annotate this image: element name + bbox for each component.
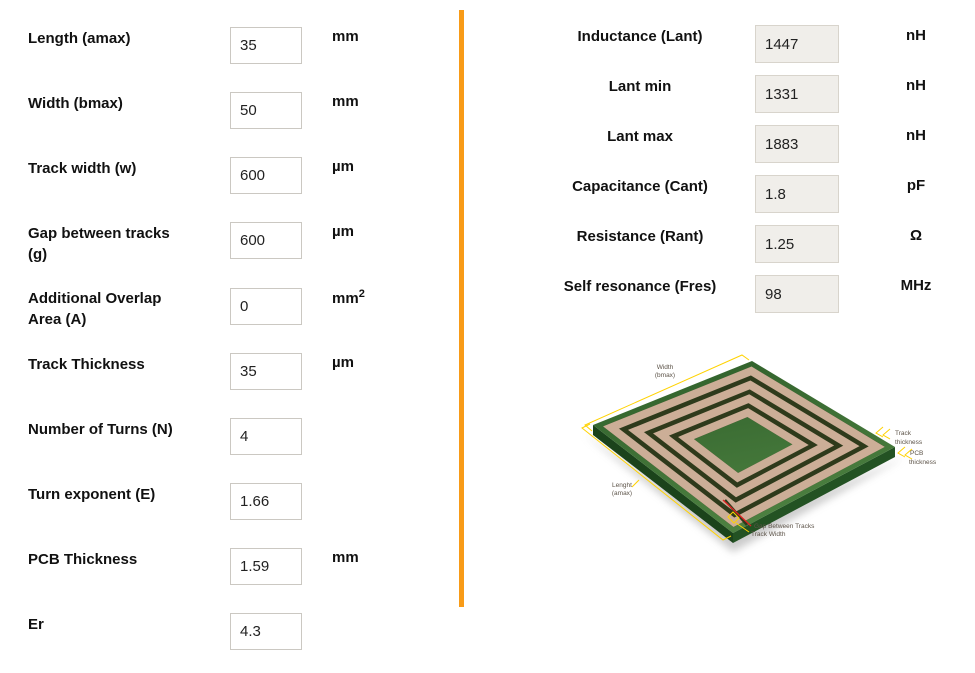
unit-label: mm <box>332 549 359 566</box>
output-row-label-inductance: Inductance (Lant) <box>577 28 703 45</box>
self-resonance-output <box>755 275 839 313</box>
lant-max-output <box>755 125 839 163</box>
resistance-output <box>755 225 839 263</box>
pcb-thickness-input[interactable] <box>230 548 302 585</box>
diagram-pcb-thickness-label: PCB <box>910 450 923 457</box>
input-row-label-pcb-thickness: PCB Thickness <box>28 551 138 568</box>
dimension-lines <box>581 354 913 541</box>
unit-label: nH <box>906 77 926 94</box>
er-input[interactable] <box>230 613 302 650</box>
unit-label: mm <box>332 28 359 45</box>
output-row-label-lant-max: Lant max <box>607 128 673 145</box>
input-row-label-turns: Number of Turns (N) <box>28 421 173 438</box>
overlap-area-input[interactable] <box>230 288 302 325</box>
diagram-gap-between-tracks-label: Gap Between Tracks <box>754 523 815 530</box>
track-thickness-input[interactable] <box>230 353 302 390</box>
pcb-side-right <box>733 447 895 543</box>
unit-label: mm2 <box>332 288 365 307</box>
gap-marker-line <box>722 499 752 527</box>
input-row-label-track-width: Track width (w) <box>28 160 137 177</box>
input-row-label-length: Length (amax) <box>28 30 131 47</box>
unit-label: nH <box>906 127 926 144</box>
diagram-length-sublabel: (amax) <box>612 490 632 497</box>
unit-label: MHz <box>900 277 932 294</box>
output-row-label-lant-min: Lant min <box>608 78 672 95</box>
length-amax-input[interactable] <box>230 27 302 64</box>
pcb-antenna-diagram: Width (bmax) Lenght (amax) Track thickne… <box>581 354 937 552</box>
unit-label: mm <box>332 93 359 110</box>
unit-label: µm <box>332 158 354 175</box>
diagram-track-thickness-sublabel: thickness <box>895 439 923 446</box>
output-row-label-self-resonance: Self resonance (Fres) <box>563 278 717 295</box>
input-row-label-er: Er <box>28 616 44 633</box>
input-row-label-overlap-area: Additional Overlap Area (A) <box>28 290 162 328</box>
pcb-side-left <box>593 425 733 543</box>
input-row-label-gap: Gap between tracks (g) <box>28 225 170 263</box>
diagram-pcb-thickness-sublabel: thickness <box>909 459 937 466</box>
input-row-label-width: Width (bmax) <box>28 95 123 112</box>
unit-label: nH <box>906 27 926 44</box>
number-of-turns-input[interactable] <box>230 418 302 455</box>
unit-label: pF <box>906 177 926 194</box>
track-width-input[interactable] <box>230 157 302 194</box>
unit-label: Ω <box>909 227 923 244</box>
turn-exponent-input[interactable] <box>230 483 302 520</box>
diagram-width-label: Width <box>657 364 674 371</box>
vertical-divider <box>459 10 464 607</box>
capacitance-output <box>755 175 839 213</box>
output-row-label-resistance: Resistance (Rant) <box>576 228 704 245</box>
input-row-label-turn-exponent: Turn exponent (E) <box>28 486 156 503</box>
diagram-track-width-label: Track Width <box>751 531 786 538</box>
diagram-length-label: Lenght <box>612 482 632 489</box>
input-row-label-track-thickness: Track Thickness <box>28 356 145 373</box>
inductance-output <box>755 25 839 63</box>
unit-label: µm <box>332 223 354 240</box>
output-row-label-capacitance: Capacitance (Cant) <box>572 178 708 195</box>
width-bmax-input[interactable] <box>230 92 302 129</box>
unit-label: µm <box>332 354 354 371</box>
gap-between-tracks-input[interactable] <box>230 222 302 259</box>
lant-min-output <box>755 75 839 113</box>
diagram-width-sublabel: (bmax) <box>655 372 675 379</box>
copper-spiral <box>603 366 885 528</box>
diagram-track-thickness-label: Track <box>895 430 912 437</box>
